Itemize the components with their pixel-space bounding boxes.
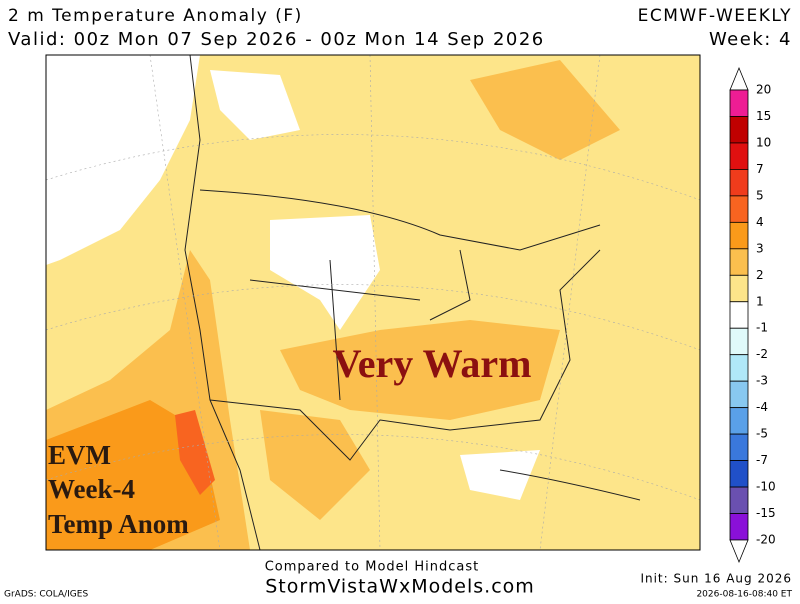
colorbar-swatch: [729, 460, 749, 488]
colorbar-label: -7: [756, 453, 768, 467]
colorbar-label: -3: [756, 374, 768, 388]
footer-note: Compared to Model Hindcast: [265, 560, 480, 575]
colorbar-swatch: [729, 142, 749, 170]
label-line: EVM: [48, 440, 111, 470]
anomaly-region: [175, 410, 215, 495]
colorbar-label: -4: [756, 400, 768, 414]
label-line: Week-4: [48, 474, 135, 504]
colorbar-swatch: [729, 116, 749, 144]
colorbar-label: -15: [756, 506, 776, 520]
anomaly-region: [46, 55, 200, 265]
colorbar-label: 4: [756, 215, 764, 229]
timestamp: 2026-08-16-08:40 ET: [696, 590, 792, 600]
colorbar-label: 3: [756, 241, 764, 255]
colorbar: 20 15 10 7 5 4 3 2 1 -1 -2 -3 -4 -5 -7 -10 -15 -20: [729, 66, 776, 564]
colorbar-label: -2: [756, 347, 768, 361]
anomaly-region: [460, 450, 540, 500]
title: 2 m Temperature Anomaly (F): [8, 6, 303, 26]
colorbar-label: -10: [756, 480, 776, 494]
colorbar-label: -5: [756, 427, 768, 441]
colorbar-swatch: [729, 433, 749, 461]
graticule: [46, 55, 700, 550]
colorbar-cap: [729, 66, 749, 91]
anomaly-region: [210, 70, 300, 140]
credit: GrADS: COLA/IGES: [4, 590, 88, 600]
colorbar-swatch: [729, 354, 749, 382]
headline-annotation: Very Warm: [333, 341, 532, 386]
colorbar-label: 10: [756, 135, 771, 149]
colorbar-label: 2: [756, 268, 764, 282]
colorbar-swatch: [729, 513, 749, 541]
site-name: StormVistaWxModels.com: [265, 576, 535, 598]
colorbar-swatch: [729, 169, 749, 197]
colorbar-swatch: [729, 407, 749, 435]
init-time: Init: Sun 16 Aug 2026: [640, 572, 792, 586]
map-frame: [45, 54, 701, 551]
borders: [184, 55, 641, 550]
colorbar-label: 15: [756, 109, 771, 123]
anomaly-region: [260, 410, 370, 520]
colorbar-swatch: [729, 486, 749, 514]
anomaly-region: [46, 400, 220, 550]
colorbar-swatch: [729, 327, 749, 356]
anomaly-region: [270, 215, 380, 330]
colorbar-swatch: [729, 301, 749, 329]
colorbar-swatch: [729, 221, 749, 250]
colorbar-label: -1: [756, 321, 768, 335]
anomaly-region: [280, 320, 560, 420]
colorbar-label: 5: [756, 188, 764, 202]
colorbar-swatch: [729, 248, 749, 276]
colorbar-swatch: [729, 89, 749, 117]
colorbar-label: 1: [756, 294, 764, 308]
colorbar-swatch: [729, 274, 749, 303]
model-name: ECMWF-WEEKLY: [638, 6, 792, 26]
week: Week: 4: [709, 29, 792, 50]
map: [45, 54, 701, 551]
colorbar-cap: [729, 539, 749, 564]
colorbar-swatch: [729, 195, 749, 223]
valid-time: Valid: 00z Mon 07 Sep 2026 - 00z Mon 14 …: [8, 29, 545, 50]
label-line: Temp Anom: [48, 509, 189, 539]
anomaly-region: [470, 60, 620, 160]
colorbar-label: -20: [756, 533, 776, 547]
colorbar-label: 20: [756, 83, 771, 97]
colorbar-swatch: [729, 380, 749, 409]
colorbar-label: 7: [756, 162, 764, 176]
